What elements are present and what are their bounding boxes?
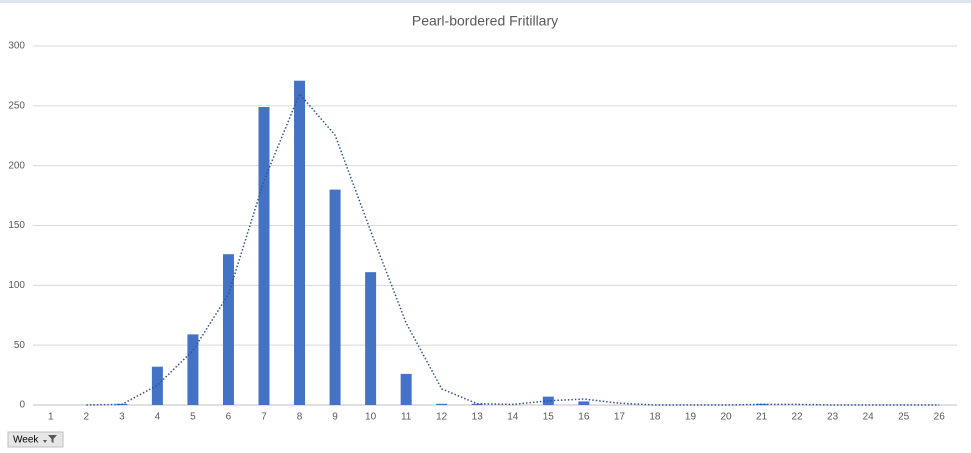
x-tick-label: 24 [863, 412, 875, 423]
x-tick-label: 9 [332, 412, 338, 423]
y-tick-label: 300 [8, 41, 25, 52]
x-tick-label: 2 [84, 412, 90, 423]
x-tick-label: 6 [226, 412, 232, 423]
bar [329, 189, 341, 405]
y-tick-label: 0 [19, 400, 25, 411]
x-tick-label: 22 [792, 412, 804, 423]
filter-button[interactable]: Week [7, 431, 64, 448]
x-tick-label: 13 [472, 412, 484, 423]
x-tick-label: 4 [155, 412, 161, 423]
x-tick-label: 18 [649, 412, 661, 423]
bar [365, 272, 377, 405]
top-border [0, 0, 971, 3]
x-tick-label: 1 [48, 412, 54, 423]
bar [756, 403, 768, 405]
bar [151, 366, 163, 405]
x-tick-label: 19 [685, 412, 697, 423]
trendline [86, 92, 940, 406]
y-tick-label: 50 [14, 340, 26, 351]
x-tick-label: 21 [756, 412, 768, 423]
bar [258, 107, 270, 405]
x-tick-label: 10 [365, 412, 377, 423]
y-tick-label: 200 [8, 160, 25, 171]
y-tick-label: 150 [8, 220, 25, 231]
x-tick-label: 14 [507, 412, 519, 423]
y-tick-label: 250 [8, 100, 25, 111]
x-tick-label: 20 [720, 412, 732, 423]
y-tick-label: 100 [8, 280, 25, 291]
button-label[interactable]: Week [13, 435, 39, 446]
x-tick-label: 26 [934, 412, 946, 423]
x-tick-label: 12 [436, 412, 448, 423]
bar [436, 403, 448, 405]
bar [400, 373, 412, 405]
x-tick-label: 7 [261, 412, 267, 423]
x-tick-label: 23 [827, 412, 839, 423]
x-tick-label: 25 [898, 412, 910, 423]
bar [187, 334, 199, 405]
x-tick-label: 15 [543, 412, 555, 423]
bar [294, 80, 306, 405]
x-tick-label: 3 [119, 412, 125, 423]
x-tick-label: 17 [614, 412, 626, 423]
x-tick-label: 5 [190, 412, 196, 423]
x-tick-label: 8 [297, 412, 303, 423]
bar [222, 254, 234, 405]
chart-title: Pearl-bordered Fritillary [412, 13, 558, 29]
x-tick-label: 16 [578, 412, 590, 423]
x-tick-label: 11 [401, 412, 412, 423]
filter-icon[interactable] [43, 435, 57, 443]
bar [578, 401, 590, 405]
